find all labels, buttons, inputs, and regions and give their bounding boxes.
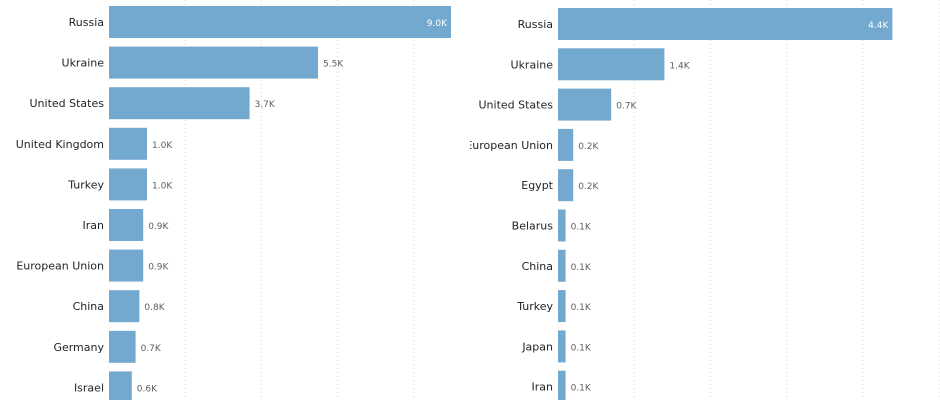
value-label: 0.1K xyxy=(571,384,592,394)
bar[interactable] xyxy=(109,371,132,400)
value-label: 3.7K xyxy=(255,100,276,110)
bar[interactable] xyxy=(558,370,566,400)
bar[interactable] xyxy=(558,209,566,242)
bar[interactable] xyxy=(109,87,250,120)
category-label: Ukraine xyxy=(511,58,554,71)
bar[interactable] xyxy=(109,290,140,323)
bar[interactable] xyxy=(558,128,574,161)
bar[interactable] xyxy=(109,168,147,201)
value-label: 0.1K xyxy=(571,343,592,353)
chart-right: Russia 4.4K Ukraine 1.4K United States 0.7K Eu… xyxy=(470,0,940,400)
value-label: 0.7K xyxy=(616,102,637,112)
category-label: Turkey xyxy=(67,178,104,191)
value-label: 0.8K xyxy=(144,303,165,313)
category-label: Iran xyxy=(532,381,554,394)
category-label: Ukraine xyxy=(62,57,105,70)
value-label: 0.2K xyxy=(578,182,599,192)
value-label: 0.1K xyxy=(571,223,592,233)
category-label: Turkey xyxy=(516,300,553,313)
category-label: European Union xyxy=(470,139,553,152)
chart-left: Russia 9.0K Ukraine 5.5K United States 3.7K Un… xyxy=(16,0,451,400)
bar[interactable] xyxy=(558,290,566,323)
category-label: Russia xyxy=(518,18,553,31)
bar[interactable] xyxy=(109,209,144,241)
category-label: Germany xyxy=(53,341,104,354)
gridlines xyxy=(184,0,415,400)
bar[interactable] xyxy=(558,169,574,202)
category-label: Japan xyxy=(521,340,553,353)
value-label: 1.0K xyxy=(152,141,173,151)
bar[interactable] xyxy=(558,8,893,40)
value-label: 5.5K xyxy=(323,60,344,70)
category-label: Belarus xyxy=(512,220,554,233)
value-label: 0.2K xyxy=(578,142,599,152)
bar[interactable] xyxy=(109,46,318,79)
bar[interactable] xyxy=(558,330,566,363)
value-label: 0.6K xyxy=(137,384,158,394)
bar[interactable] xyxy=(109,249,144,282)
category-label: European Union xyxy=(16,260,104,273)
category-label: Iran xyxy=(83,219,105,232)
value-label: 0.1K xyxy=(571,303,592,313)
category-label: United States xyxy=(479,99,554,112)
value-label: 0.1K xyxy=(571,263,592,273)
category-label: United States xyxy=(30,97,105,110)
category-label: Russia xyxy=(69,16,104,29)
category-label: Egypt xyxy=(521,179,553,192)
bar[interactable] xyxy=(558,249,566,282)
category-label: China xyxy=(73,300,104,313)
value-label: 4.4K xyxy=(868,21,889,31)
value-label: 1.4K xyxy=(669,61,690,71)
value-label: 0.7K xyxy=(141,344,162,354)
value-label: 9.0K xyxy=(427,19,448,29)
bar[interactable] xyxy=(109,127,147,160)
category-label: United Kingdom xyxy=(16,138,104,151)
bar[interactable] xyxy=(109,330,136,363)
category-label: Israel xyxy=(74,381,104,394)
category-label: China xyxy=(522,260,553,273)
gridlines xyxy=(633,0,940,400)
bar[interactable] xyxy=(109,6,451,38)
value-label: 1.0K xyxy=(152,181,173,191)
value-label: 0.9K xyxy=(148,263,169,273)
bar[interactable] xyxy=(558,88,612,121)
value-label: 0.9K xyxy=(148,222,169,232)
bar[interactable] xyxy=(558,48,665,81)
